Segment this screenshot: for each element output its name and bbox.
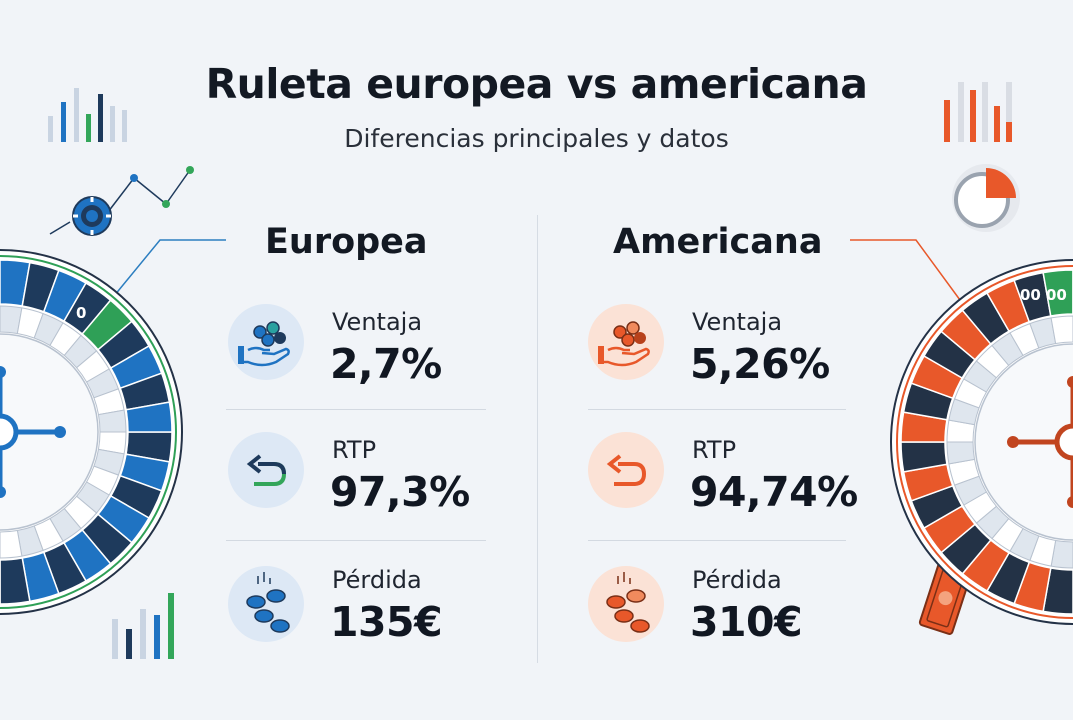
bar-chart-icon — [112, 593, 174, 659]
americana-ventaja-value: 5,26% — [690, 340, 830, 388]
wheel-track — [946, 441, 976, 465]
europea-ventaja-label: Ventaja — [332, 308, 423, 336]
connector-line — [113, 239, 226, 297]
american-roulette-wheel: 00 00 — [890, 259, 1073, 625]
wheel-zero-label: 00 — [1046, 286, 1067, 304]
pie-chart-icon — [952, 164, 1020, 232]
americana-perdida-label: Pérdida — [692, 566, 782, 594]
europea-title: Europea — [265, 222, 428, 262]
return-arrow-icon — [246, 454, 287, 486]
row-divider — [226, 540, 486, 541]
return-arrow-icon — [606, 454, 647, 486]
bar-chart-icon — [944, 82, 1012, 142]
page-title: Ruleta europea vs americana — [205, 60, 868, 108]
europea-rtp-icon-bg — [228, 432, 304, 508]
wheel-track — [1050, 315, 1073, 345]
americana-rtp-icon-bg — [588, 432, 664, 508]
americana-rtp-label: RTP — [692, 436, 737, 464]
wheel-track — [0, 529, 23, 559]
europea-rtp-label: RTP — [332, 436, 377, 464]
hand-chips-icon — [598, 321, 650, 367]
row-divider — [588, 409, 846, 410]
connector-line — [850, 239, 961, 301]
wheel-hub — [0, 372, 60, 492]
europea-rtp-value: 97,3% — [330, 468, 470, 516]
americana-ventaja-label: Ventaja — [692, 308, 783, 336]
europea-perdida-icon-bg — [228, 566, 304, 642]
europea-ventaja-icon-bg — [228, 304, 304, 380]
americana-perdida-value: 310€ — [690, 598, 803, 646]
falling-coins-icon — [246, 572, 290, 633]
falling-coins-icon — [606, 572, 650, 633]
wheel-pocket — [1042, 269, 1073, 317]
wheel-track — [97, 409, 127, 433]
wheel-hub — [1013, 382, 1073, 502]
row-divider — [588, 540, 846, 541]
americana-rtp-value: 94,74% — [690, 468, 858, 516]
bar-chart-icon — [48, 88, 127, 142]
row-divider — [226, 409, 486, 410]
column-divider — [537, 215, 538, 663]
page-subtitle: Diferencias principales y datos — [344, 124, 729, 153]
wheel-zero-label: 0 — [76, 304, 86, 322]
europea-ventaja-value: 2,7% — [330, 340, 442, 388]
americana-ventaja-icon-bg — [588, 304, 664, 380]
line-graph-icon — [49, 166, 194, 236]
americana-title: Americana — [613, 222, 823, 262]
european-roulette-wheel: 0 — [0, 249, 183, 615]
americana-perdida-icon-bg — [588, 566, 664, 642]
europea-perdida-label: Pérdida — [332, 566, 422, 594]
wheel-zero-label: 00 — [1020, 286, 1041, 304]
europea-perdida-value: 135€ — [330, 598, 443, 646]
hand-chips-icon — [238, 321, 290, 367]
wheel-pocket — [125, 401, 173, 433]
